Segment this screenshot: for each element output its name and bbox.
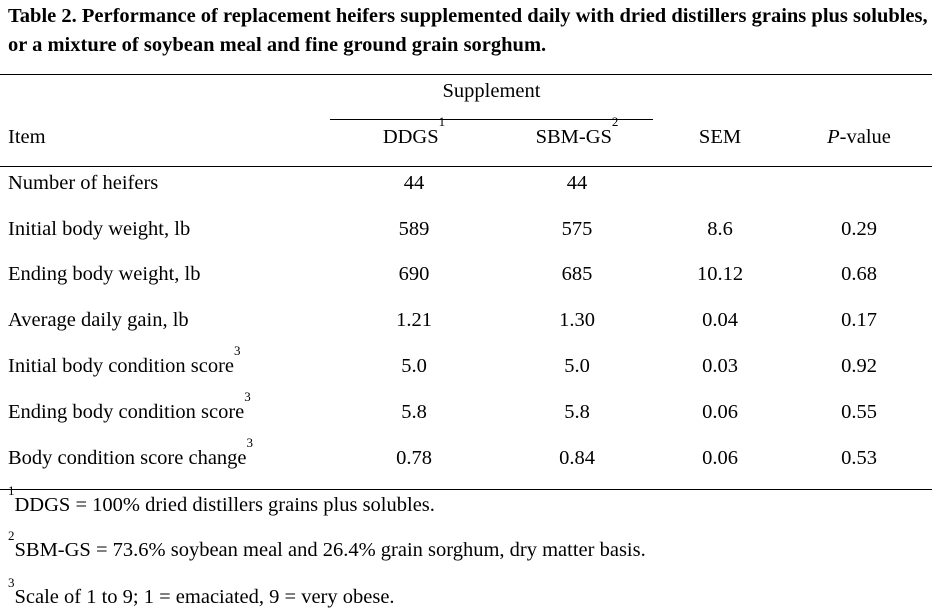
row-item-text: Body condition score change (8, 447, 247, 469)
header-sbmgs: SBM-GS2 (498, 115, 656, 149)
row-item-text: Initial body condition score (8, 355, 235, 377)
row-sem-value: 10.12 (696, 263, 744, 285)
row-item-text: Ending body weight, lb (8, 263, 201, 285)
header-ddgs-footnote-mark: 1 (438, 114, 446, 129)
row-item-label: Number of heifers (8, 171, 158, 195)
header-p-rest: -value (839, 126, 891, 148)
row-item-text: Ending body condition score (8, 401, 245, 423)
header-ddgs-label: DDGS (382, 126, 439, 148)
row-sem-value: 8.6 (707, 218, 733, 240)
row-p-value: 0.55 (841, 401, 877, 423)
supplement-group-rule (330, 119, 653, 120)
row-sbmgs-value: 1.30 (559, 309, 595, 331)
row-sbmgs-value: 685 (561, 263, 593, 285)
row-sbmgs-value: 5.0 (564, 355, 590, 377)
footnote-text: SBM-GS = 73.6% soybean meal and 26.4% gr… (14, 539, 646, 561)
row-p-value: 0.92 (841, 355, 877, 377)
row-footnote-mark: 3 (244, 389, 251, 404)
row-sbmgs-value: 575 (561, 218, 593, 240)
top-rule (0, 74, 932, 75)
row-sem-value: 0.06 (702, 401, 738, 423)
row-item-label: Ending body condition score3 (8, 390, 251, 424)
row-item-label: Ending body weight, lb (8, 262, 200, 286)
row-item-label: Initial body weight, lb (8, 217, 190, 241)
row-item-label: Body condition score change3 (8, 436, 253, 470)
row-item-text: Average daily gain, lb (8, 309, 189, 331)
row-ddgs-value: 589 (398, 218, 430, 240)
header-sbmgs-footnote-mark: 2 (611, 114, 619, 129)
row-sbmgs-value: 44 (566, 172, 588, 194)
row-sbmgs-value: 5.8 (564, 401, 590, 423)
footnote-text: Scale of 1 to 9; 1 = emaciated, 9 = very… (14, 586, 395, 608)
header-p-italic: P (827, 126, 840, 148)
row-item-label: Average daily gain, lb (8, 308, 189, 332)
row-item-text: Number of heifers (8, 172, 159, 194)
row-p-value: 0.29 (841, 218, 877, 240)
row-ddgs-value: 1.21 (396, 309, 432, 331)
row-p-value: 0.53 (841, 447, 877, 469)
row-ddgs-value: 690 (398, 263, 430, 285)
row-ddgs-value: 44 (403, 172, 425, 194)
row-sem-value: 0.03 (702, 355, 738, 377)
footnote-mark: 3 (8, 575, 15, 590)
row-ddgs-value: 0.78 (396, 447, 432, 469)
table-title: Table 2. Performance of replacement heif… (8, 5, 928, 56)
row-item-text: Initial body weight, lb (8, 218, 191, 240)
row-footnote-mark: 3 (246, 435, 254, 450)
header-sbmgs-label: SBM-GS (535, 126, 612, 148)
bottom-rule (0, 489, 932, 490)
row-p-value: 0.68 (841, 263, 877, 285)
footnote-text: DDGS = 100% dried distillers grains plus… (14, 494, 435, 516)
header-ddgs: DDGS1 (330, 115, 498, 149)
footnote-2: 2SBM-GS = 73.6% soybean meal and 26.4% g… (8, 529, 646, 562)
row-sem-value: 0.06 (702, 447, 738, 469)
row-p-value: 0.17 (841, 309, 877, 331)
row-sem-value: 0.04 (702, 309, 738, 331)
row-item-label: Initial body condition score3 (8, 344, 241, 378)
supplement-group-header: Supplement (442, 80, 541, 102)
row-ddgs-value: 5.8 (401, 401, 427, 423)
footnote-1: 1DDGS = 100% dried distillers grains plu… (8, 484, 435, 517)
row-footnote-mark: 3 (234, 343, 241, 358)
footnote-mark: 1 (8, 483, 15, 498)
header-sem: SEM (698, 126, 742, 148)
footnote-mark: 2 (8, 528, 15, 543)
footnote-3: 3Scale of 1 to 9; 1 = emaciated, 9 = ver… (8, 576, 395, 609)
row-ddgs-value: 5.0 (401, 355, 427, 377)
header-item: Item (8, 126, 46, 148)
row-sbmgs-value: 0.84 (559, 447, 595, 469)
header-rule (0, 166, 932, 167)
header-p-value: P-value (784, 125, 934, 149)
